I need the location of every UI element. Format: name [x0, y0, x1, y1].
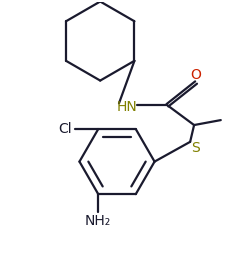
Text: S: S — [191, 141, 199, 155]
Text: Cl: Cl — [58, 122, 72, 136]
Text: NH₂: NH₂ — [85, 214, 111, 228]
Text: O: O — [191, 68, 202, 82]
Text: HN: HN — [117, 100, 137, 114]
